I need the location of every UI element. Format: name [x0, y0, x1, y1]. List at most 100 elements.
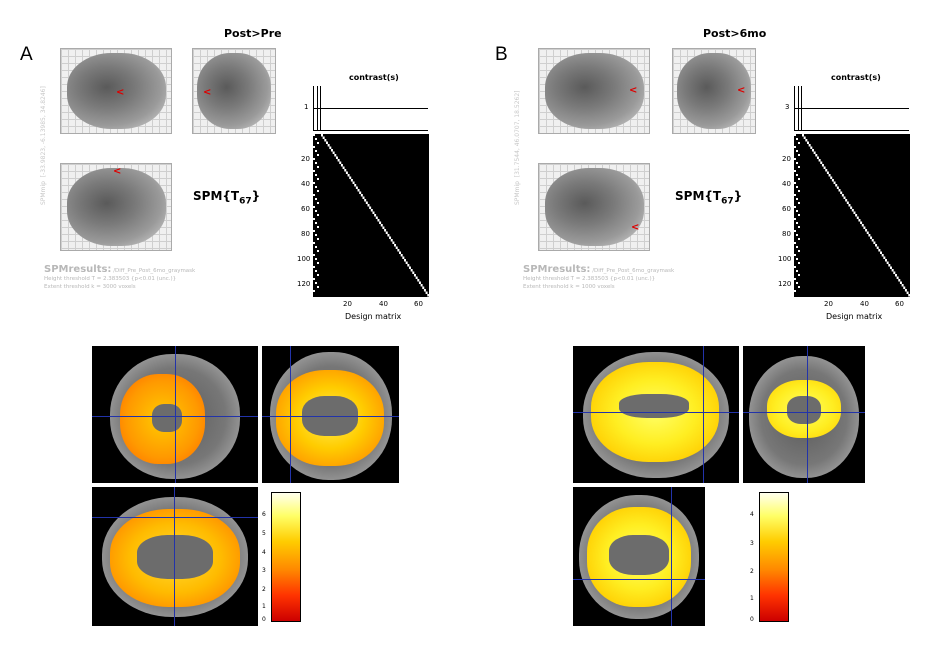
design-matrix-cell	[794, 242, 796, 244]
spm-statistic-label: SPM{T67}	[675, 189, 743, 207]
design-matrix-cell	[858, 219, 861, 222]
mip-sagittal: <	[538, 48, 650, 134]
design-matrix-cell	[313, 134, 315, 136]
results-path: /Diff_Pre_Post_6mo_graymask	[113, 268, 196, 274]
design-matrix-cell	[870, 236, 873, 239]
panel-b: B Post>6mo SPMmip [31.7544, 46.0707, 18.…	[467, 0, 934, 659]
design-matrix-cell	[861, 224, 864, 227]
design-matrix-cell	[863, 226, 866, 229]
contrast-plot	[794, 86, 909, 131]
design-matrix-cell	[352, 181, 355, 184]
design-matrix-cell	[332, 151, 335, 154]
spm-statistic-label: SPM{T67}	[193, 189, 261, 207]
design-matrix-cell	[427, 294, 429, 297]
design-matrix-cell	[881, 254, 884, 257]
design-matrix-cell	[818, 159, 821, 162]
design-matrix-cell	[423, 289, 426, 292]
design-matrix-cell	[846, 201, 849, 204]
design-matrix-cell	[794, 290, 796, 292]
design-matrix-cell	[322, 136, 325, 139]
design-matrix-cell	[841, 194, 844, 197]
design-matrix-cell	[372, 211, 375, 214]
design-matrix-cell	[796, 198, 798, 200]
design-matrix-cell	[347, 174, 350, 177]
design-matrix-cell	[374, 214, 377, 217]
contrast-title: Post>Pre	[224, 27, 282, 40]
design-matrix-cell	[349, 176, 352, 179]
design-matrix-cell	[410, 269, 413, 272]
design-matrix-cell	[866, 231, 869, 234]
design-matrix-cell	[855, 214, 858, 217]
design-matrix-cell	[796, 246, 798, 248]
design-matrix-cell	[796, 138, 798, 140]
design-matrix-cell	[420, 284, 423, 287]
design-matrix-cell	[317, 238, 319, 240]
design-matrix-cell	[798, 190, 800, 192]
design-matrix-cell	[835, 184, 838, 187]
design-matrix-cell	[798, 262, 800, 264]
design-matrix-cell	[313, 194, 315, 196]
design-matrix-cell	[360, 194, 363, 197]
design-matrix-label: Design matrix	[345, 312, 402, 321]
design-matrix-cell	[838, 189, 841, 192]
design-matrix-cell	[394, 244, 397, 247]
mip-sagittal: <	[60, 48, 172, 134]
design-matrix-cell	[417, 279, 420, 282]
design-matrix-cell	[317, 226, 319, 228]
colorbar	[271, 492, 301, 622]
design-matrix-cell	[805, 139, 808, 142]
design-matrix-cell	[798, 178, 800, 180]
design-matrix-cell	[794, 254, 796, 256]
design-matrix-cell	[875, 244, 878, 247]
design-matrix-cell	[407, 264, 410, 267]
design-matrix-cell	[408, 266, 411, 269]
design-matrix-cell	[880, 251, 883, 254]
design-matrix-cell	[796, 186, 798, 188]
design-matrix-cell	[901, 284, 904, 287]
design-matrix-cell	[851, 209, 854, 212]
design-matrix-label: Design matrix	[826, 312, 883, 321]
design-matrix-cell	[815, 154, 818, 157]
design-matrix-cell	[826, 171, 829, 174]
design-matrix-cell	[317, 250, 319, 252]
design-matrix-cell	[830, 176, 833, 179]
design-matrix-image	[313, 134, 429, 297]
design-matrix-cell	[876, 246, 879, 249]
design-matrix-cell	[865, 229, 868, 232]
design-matrix-cell	[798, 154, 800, 156]
overlay-coronal	[743, 346, 865, 483]
height-threshold: Height threshold T = 2.383503 {p<0.01 (u…	[523, 276, 656, 282]
design-matrix-cell	[836, 186, 839, 189]
design-matrix-cell	[313, 266, 315, 268]
design-matrix-cell	[357, 189, 360, 192]
design-matrix-cell	[330, 149, 333, 152]
design-matrix-cell	[798, 250, 800, 252]
design-matrix-cell	[344, 169, 347, 172]
design-matrix-cell	[397, 249, 400, 252]
design-matrix-cell	[382, 226, 385, 229]
panel-letter: A	[20, 44, 33, 65]
design-matrix-cell	[425, 291, 428, 294]
contrast-header: contrast(s)	[831, 73, 881, 82]
design-matrix-cell	[896, 276, 899, 279]
design-matrix-cell	[796, 150, 798, 152]
design-matrix-cell	[816, 156, 819, 159]
overlay-sagittal	[92, 346, 258, 483]
design-matrix-cell	[418, 281, 421, 284]
design-matrix-cell	[313, 254, 315, 256]
design-matrix-cell	[362, 196, 365, 199]
design-matrix-cell	[379, 221, 382, 224]
design-matrix-cell	[886, 261, 889, 264]
design-matrix-cell	[885, 259, 887, 262]
design-matrix-cell	[802, 134, 804, 137]
contrast-title: Post>6mo	[703, 27, 767, 40]
design-matrix	[794, 134, 910, 297]
design-matrix-cell	[313, 146, 315, 148]
height-threshold: Height threshold T = 2.383503 {p<0.01 (u…	[44, 276, 177, 282]
design-matrix-cell	[794, 182, 796, 184]
design-matrix-cell	[317, 178, 319, 180]
design-matrix-cell	[899, 281, 902, 284]
design-matrix-cell	[878, 249, 881, 252]
design-matrix-cell	[906, 291, 909, 294]
design-matrix-cell	[825, 169, 828, 172]
